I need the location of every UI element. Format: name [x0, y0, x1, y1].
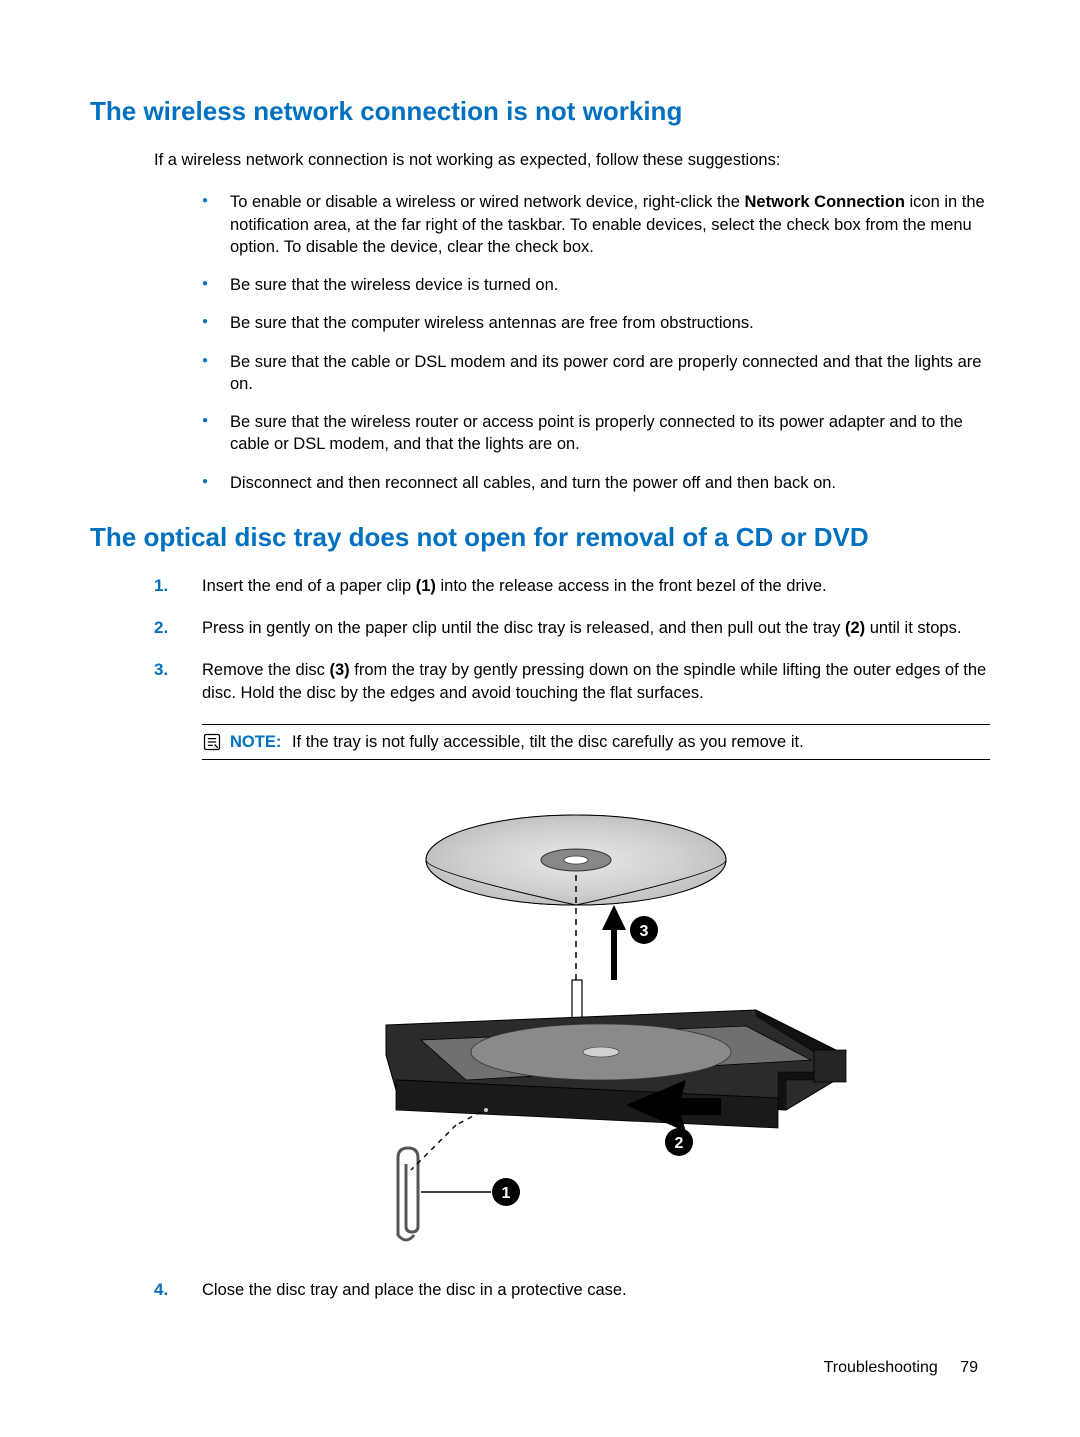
disc-tray-illustration: 3 2: [326, 780, 866, 1250]
list-item: Be sure that the wireless device is turn…: [202, 274, 990, 296]
note-content: NOTE: If the tray is not fully accessibl…: [230, 731, 804, 753]
drive-tray: [386, 1010, 846, 1128]
paperclip-shape: [398, 1112, 481, 1240]
step-item: Insert the end of a paper clip (1) into …: [154, 575, 990, 597]
step-item: Remove the disc (3) from the tray by gen…: [154, 659, 990, 704]
heading-wireless: The wireless network connection is not w…: [90, 96, 990, 127]
callout-number: 3: [640, 923, 649, 940]
note-label: NOTE:: [230, 733, 281, 751]
step-text: Remove the disc: [202, 661, 329, 679]
step-item: Close the disc tray and place the disc i…: [154, 1279, 990, 1301]
callout-number: 2: [675, 1135, 684, 1152]
bullet-list: To enable or disable a wireless or wired…: [202, 191, 990, 494]
list-item: Be sure that the cable or DSL modem and …: [202, 351, 990, 396]
intro-paragraph: If a wireless network connection is not …: [154, 149, 990, 171]
page-number: 79: [960, 1359, 978, 1376]
step-callout: (3): [329, 661, 349, 679]
page-footer: Troubleshooting 79: [824, 1359, 978, 1377]
bold-term: Network Connection: [744, 193, 904, 211]
list-item: To enable or disable a wireless or wired…: [202, 191, 990, 258]
list-item: Disconnect and then reconnect all cables…: [202, 472, 990, 494]
step-text: into the release access in the front bez…: [436, 577, 827, 595]
step-text: Press in gently on the paper clip until …: [202, 619, 845, 637]
heading-optical: The optical disc tray does not open for …: [90, 522, 990, 553]
step-text: until it stops.: [865, 619, 961, 637]
note-block: NOTE: If the tray is not fully accessibl…: [202, 724, 990, 760]
step-callout: (2): [845, 619, 865, 637]
list-item: Be sure that the wireless router or acce…: [202, 411, 990, 456]
note-icon: [202, 732, 222, 752]
arrow-up-icon: [602, 905, 626, 980]
bullet-text-pre: To enable or disable a wireless or wired…: [230, 193, 744, 211]
step-text: Insert the end of a paper clip: [202, 577, 416, 595]
disc-tray-figure: 3 2: [202, 780, 990, 1255]
document-page: The wireless network connection is not w…: [0, 0, 1080, 1437]
step-item: Press in gently on the paper clip until …: [154, 617, 990, 639]
note-text: If the tray is not fully accessible, til…: [292, 733, 804, 751]
footer-section: Troubleshooting: [824, 1359, 938, 1376]
callout-number: 1: [502, 1185, 511, 1202]
step-callout: (1): [416, 577, 436, 595]
numbered-steps-continued: Close the disc tray and place the disc i…: [154, 1279, 990, 1301]
numbered-steps: Insert the end of a paper clip (1) into …: [154, 575, 990, 704]
list-item: Be sure that the computer wireless anten…: [202, 312, 990, 334]
